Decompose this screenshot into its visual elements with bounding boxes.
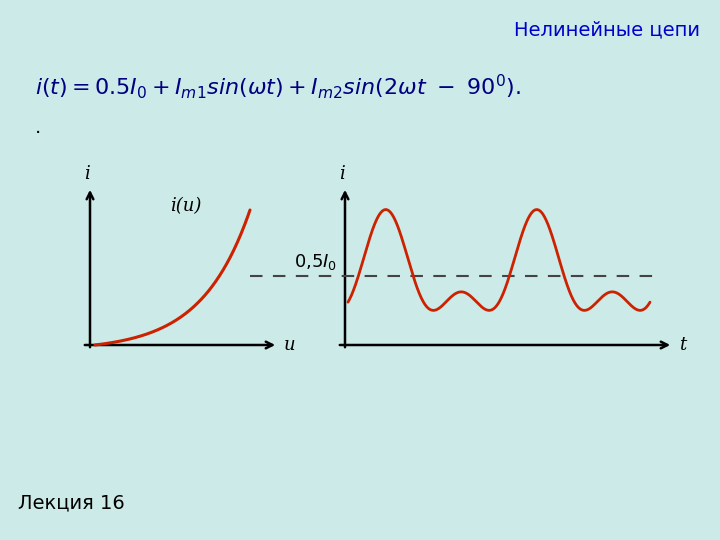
- Text: .: .: [35, 118, 41, 137]
- Text: t: t: [679, 336, 686, 354]
- Text: Лекция 16: Лекция 16: [18, 493, 125, 512]
- Text: i(u): i(u): [170, 197, 202, 215]
- Text: i: i: [84, 165, 90, 183]
- Text: i: i: [339, 165, 345, 183]
- Text: Нелинейные цепи: Нелинейные цепи: [514, 20, 700, 39]
- Text: $0{,}5I_0$: $0{,}5I_0$: [294, 252, 337, 272]
- Text: $i(t) = 0.5I_0 + I_{m1}sin(\omega t) + I_{m2}sin(2\omega t\ -\ 90^0).$: $i(t) = 0.5I_0 + I_{m1}sin(\omega t) + I…: [35, 72, 521, 101]
- Text: u: u: [284, 336, 296, 354]
